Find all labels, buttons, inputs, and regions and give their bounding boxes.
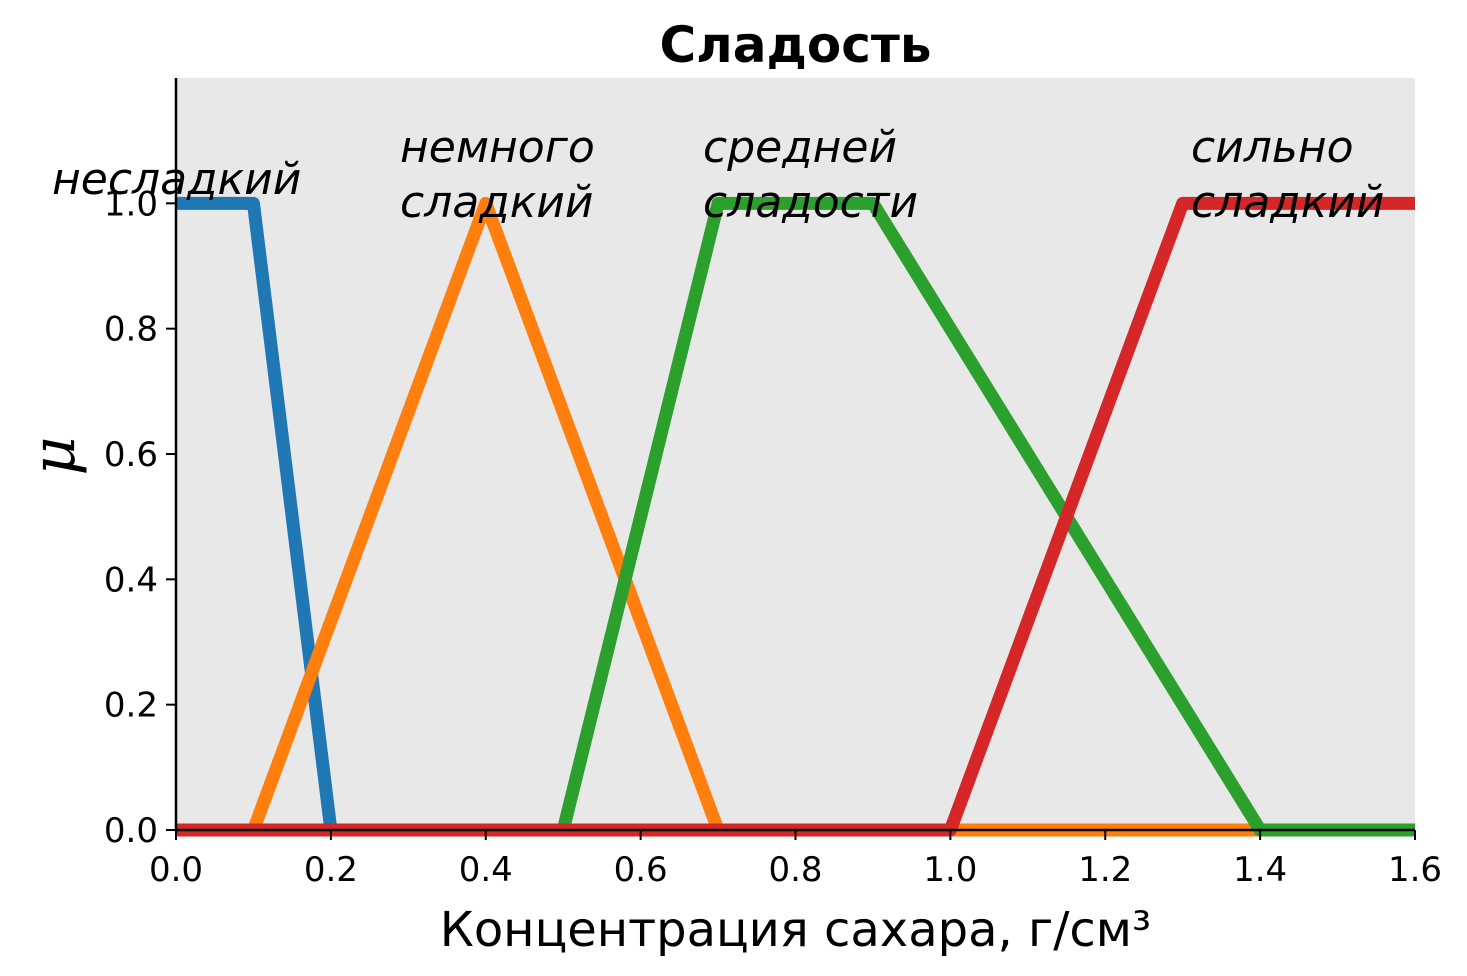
y-tick-label: 0.4 [104,560,158,600]
y-tick-label: 0.0 [104,811,158,851]
x-tick-label: 1.2 [1078,850,1132,890]
annotation-label-3: сладости [703,177,918,228]
x-tick-label: 0.8 [768,850,822,890]
annotations-layer: несладкийнемногосладкийсреднейсладостиси… [52,122,1384,228]
y-axis-label: μ [19,437,89,476]
x-tick-label: 1.0 [923,850,977,890]
annotation-label-2: сладкий [400,177,593,228]
ticks-layer: 0.0 0.2 0.4 0.6 0.8 1.0 1.2 1.4 1.6 0.0 0.2 0.4 0.6 0… [104,184,1442,890]
x-tick-label: 0.0 [149,850,203,890]
x-tick-label: 0.2 [304,850,358,890]
x-axis-label: Концентрация сахара, г/см³ [440,902,1152,958]
annotation-label-1: несладкий [52,154,301,205]
annotation-label-4: сильно [1191,122,1354,173]
y-tick-label: 0.6 [104,435,158,475]
y-tick-label: 1.0 [104,184,158,224]
y-tick-label: 0.8 [104,310,158,350]
x-tick-label: 1.6 [1388,850,1442,890]
x-tick-label: 0.6 [614,850,668,890]
y-tick-label: 0.2 [104,686,158,726]
x-tick-label: 1.4 [1233,850,1287,890]
x-tick-label: 0.4 [459,850,513,890]
annotation-label-2: немного [400,122,595,173]
chart-title: Сладость [659,16,931,74]
annotation-label-3: средней [703,122,897,173]
annotation-label-4: сладкий [1191,177,1384,228]
